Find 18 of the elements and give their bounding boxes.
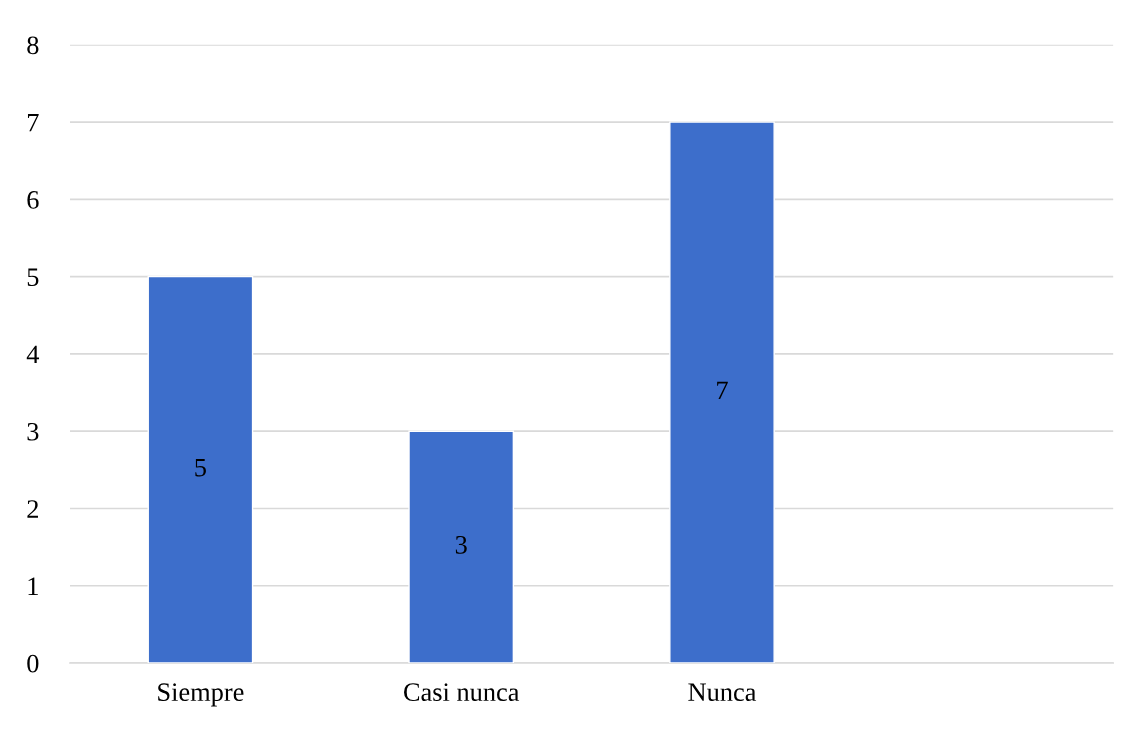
bar (408, 430, 515, 664)
x-tick-label: Casi nunca (404, 683, 520, 702)
data-label: 7 (717, 381, 728, 399)
x-tick-label: Nunca (688, 683, 757, 702)
y-tick-label: 4 (26, 345, 40, 364)
y-tick-label: 0 (27, 654, 39, 673)
y-tick-label: 7 (27, 113, 39, 132)
y-tick-label: 6 (27, 191, 39, 209)
y-tick-label: 5 (27, 268, 39, 287)
y-tick-label: 3 (27, 422, 39, 441)
data-label: 3 (455, 535, 467, 554)
bar (669, 121, 775, 664)
y-tick-label: 1 (28, 577, 38, 595)
y-tick-label: 8 (27, 36, 39, 55)
bar (147, 275, 254, 664)
y-tick-label: 2 (27, 500, 38, 518)
x-tick-label: Siempre (158, 683, 244, 707)
data-label: 5 (195, 458, 206, 477)
